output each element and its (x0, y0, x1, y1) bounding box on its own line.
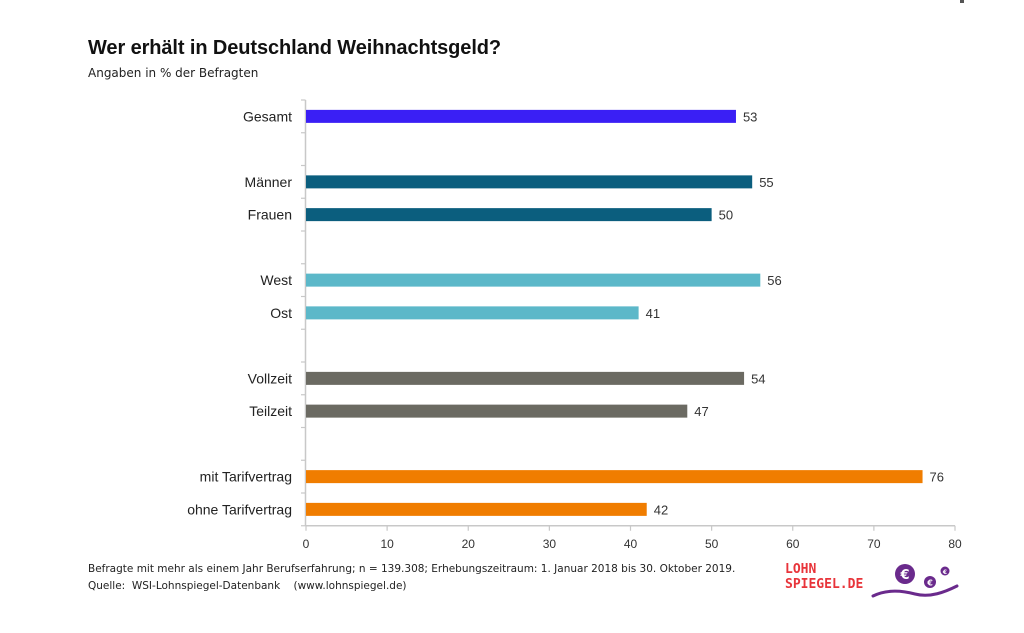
euro-symbol: € (926, 579, 933, 588)
window-corner-mark (960, 0, 964, 3)
bar (306, 175, 753, 189)
category-label: ohne Tarifvertrag (187, 501, 292, 517)
category-label: Vollzeit (248, 370, 292, 386)
value-label: 56 (767, 273, 781, 288)
labels: 0 10 20 30 40 50 60 70 80 Gesamt 53 Männer 55 Frauen 5… (187, 108, 962, 550)
logo-line-1: LOHN (785, 562, 817, 577)
bar (306, 273, 761, 287)
value-label: 55 (759, 175, 773, 190)
bar (306, 371, 745, 385)
footer-source: Quelle: WSI-Lohnspiegel-Datenbank (www.l… (88, 580, 407, 592)
value-label: 76 (930, 470, 944, 485)
chart-subtitle: Angaben in % der Befragten (88, 66, 259, 80)
value-label: 41 (646, 306, 660, 321)
bar-chart: 0 10 20 30 40 50 60 70 80 Gesamt 53 Männer 55 Frauen 5… (187, 99, 962, 551)
footer: Befragte mit mehr als einem Jahr Berufse… (88, 561, 735, 595)
euro-symbol: € (942, 569, 947, 576)
value-label: 42 (654, 502, 668, 517)
category-label: Teilzeit (249, 403, 292, 419)
euro-coin-large-icon: € (895, 564, 915, 584)
category-label: mit Tarifvertrag (200, 469, 292, 485)
bar (306, 109, 736, 123)
x-tick-label: 20 (462, 537, 476, 551)
euro-coin-medium-icon: € (924, 576, 936, 588)
bar (306, 306, 639, 320)
footer-note: Befragte mit mehr als einem Jahr Berufse… (88, 563, 736, 575)
bars (306, 109, 923, 516)
chart-title: Wer erhält in Deutschland Weihnachtsgeld… (88, 37, 502, 59)
bar (306, 470, 923, 484)
bar (306, 404, 688, 418)
category-label: Ost (270, 305, 292, 321)
x-tick-label: 70 (867, 537, 881, 551)
euro-symbol: € (899, 568, 909, 583)
category-label: Frauen (248, 207, 292, 223)
value-label: 47 (694, 404, 708, 419)
category-label: Gesamt (243, 108, 292, 124)
axes (301, 99, 956, 531)
bar (306, 502, 647, 516)
lohnspiegel-logo: LOHN SPIEGEL.DE € € € (785, 562, 965, 602)
x-tick-label: 60 (786, 537, 800, 551)
euro-coin-small-icon: € (940, 566, 950, 576)
x-tick-label: 50 (705, 537, 719, 551)
value-label: 53 (743, 109, 757, 124)
logo-line-2: SPIEGEL.DE (785, 577, 864, 592)
x-tick-label: 0 (303, 537, 310, 551)
value-label: 50 (719, 208, 733, 223)
bar (306, 208, 712, 222)
category-label: West (260, 272, 292, 288)
x-tick-label: 30 (543, 537, 557, 551)
x-tick-label: 40 (624, 537, 638, 551)
category-label: Männer (245, 174, 293, 190)
x-tick-label: 10 (380, 537, 394, 551)
x-tick-label: 80 (948, 537, 962, 551)
logo-text: LOHN SPIEGEL.DE (785, 562, 863, 592)
logo-wave-icon (871, 584, 959, 598)
value-label: 54 (751, 371, 765, 386)
